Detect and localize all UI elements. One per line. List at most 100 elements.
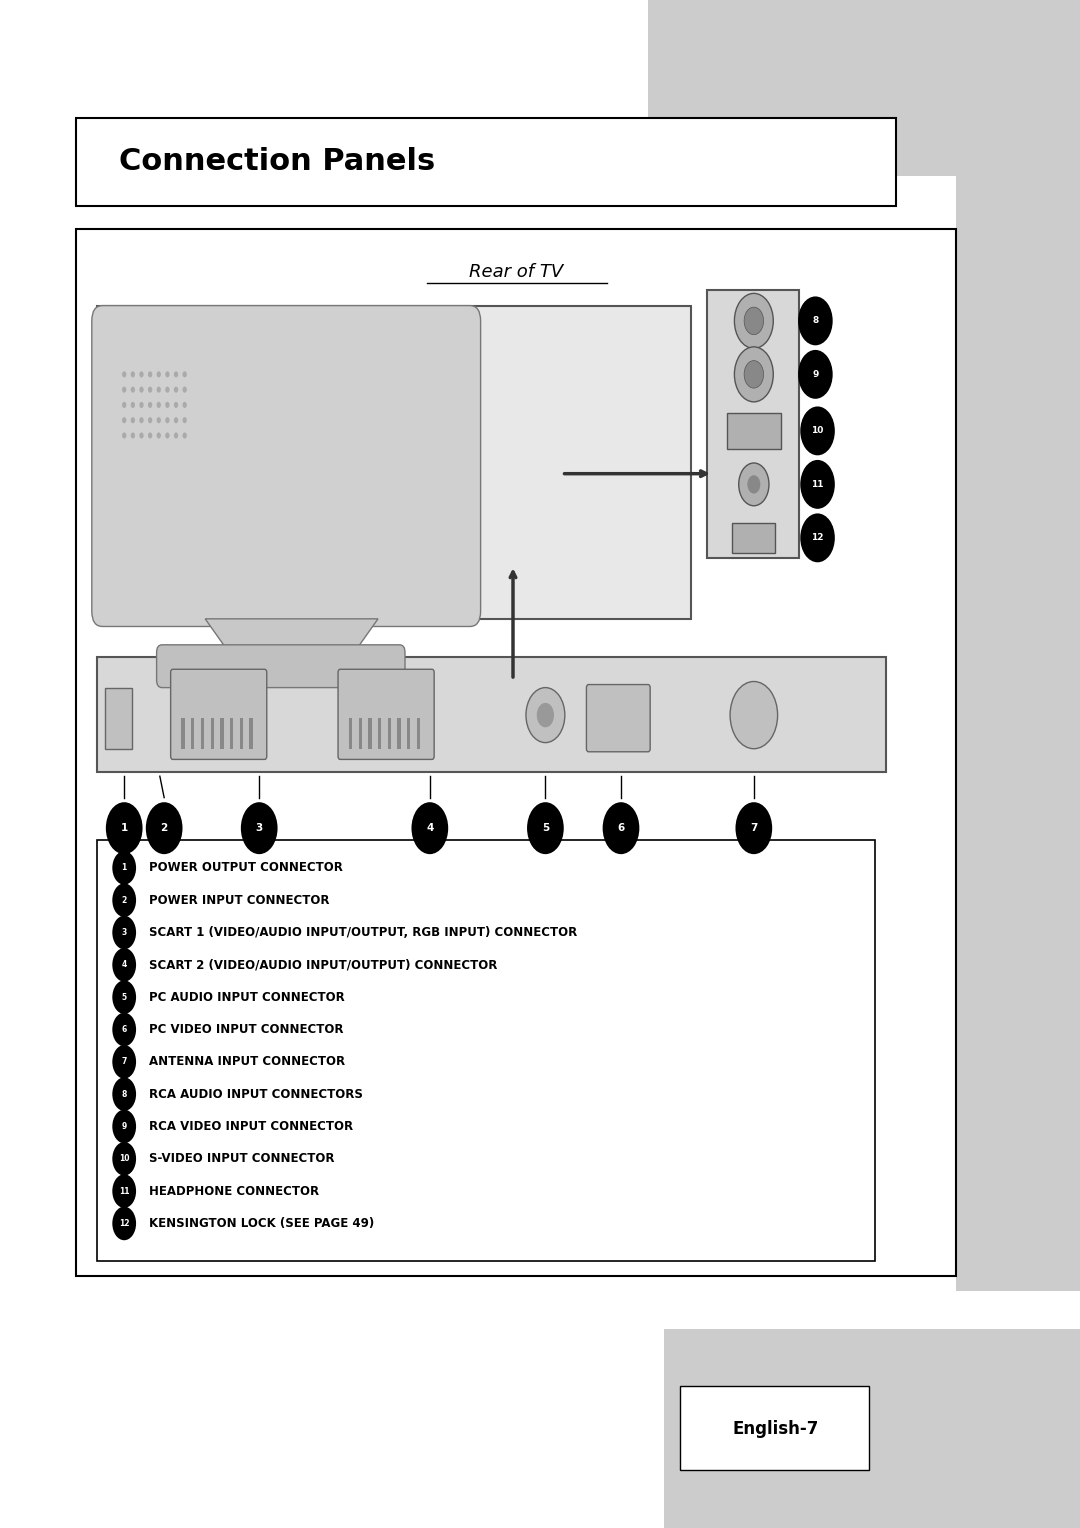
FancyBboxPatch shape: [157, 645, 405, 688]
Circle shape: [139, 432, 144, 439]
Bar: [191, 718, 194, 749]
Text: 3: 3: [122, 927, 126, 937]
Text: 5: 5: [542, 824, 549, 833]
Circle shape: [122, 402, 126, 408]
Text: 10: 10: [811, 426, 824, 435]
Circle shape: [603, 802, 639, 854]
Circle shape: [798, 350, 833, 399]
Circle shape: [131, 432, 135, 439]
Bar: [388, 718, 391, 749]
Text: RCA VIDEO INPUT CONNECTOR: RCA VIDEO INPUT CONNECTOR: [149, 1120, 353, 1132]
Text: SCART 2 (VIDEO/AUDIO INPUT/OUTPUT) CONNECTOR: SCART 2 (VIDEO/AUDIO INPUT/OUTPUT) CONNE…: [149, 958, 498, 972]
Circle shape: [527, 802, 564, 854]
Bar: [220, 718, 224, 749]
Circle shape: [165, 432, 170, 439]
FancyBboxPatch shape: [338, 669, 434, 759]
Circle shape: [112, 1077, 136, 1111]
Text: 11: 11: [119, 1187, 130, 1195]
Text: SCART 1 (VIDEO/AUDIO INPUT/OUTPUT, RGB INPUT) CONNECTOR: SCART 1 (VIDEO/AUDIO INPUT/OUTPUT, RGB I…: [149, 926, 578, 940]
Circle shape: [112, 1109, 136, 1143]
Circle shape: [734, 347, 773, 402]
Bar: [349, 718, 352, 749]
Circle shape: [800, 406, 835, 455]
Bar: [105, 688, 132, 749]
Bar: [397, 718, 401, 749]
Circle shape: [131, 371, 135, 377]
Bar: [76, 118, 896, 206]
Circle shape: [411, 802, 448, 854]
Text: Rear of TV: Rear of TV: [469, 263, 564, 281]
Text: S-VIDEO INPUT CONNECTOR: S-VIDEO INPUT CONNECTOR: [149, 1152, 335, 1166]
Text: 8: 8: [122, 1089, 126, 1099]
FancyBboxPatch shape: [171, 669, 267, 759]
Bar: [727, 413, 781, 449]
Text: POWER OUTPUT CONNECTOR: POWER OUTPUT CONNECTOR: [149, 862, 343, 874]
Text: 1: 1: [122, 863, 126, 872]
Circle shape: [526, 688, 565, 743]
Circle shape: [739, 463, 769, 506]
Circle shape: [148, 402, 152, 408]
Circle shape: [131, 387, 135, 393]
Bar: [240, 718, 243, 749]
Bar: [76, 229, 956, 1276]
Text: 4: 4: [122, 960, 126, 969]
Circle shape: [112, 1175, 136, 1209]
Circle shape: [112, 1141, 136, 1175]
Circle shape: [798, 296, 833, 345]
Bar: [249, 718, 253, 749]
Text: 1: 1: [121, 824, 127, 833]
Text: 12: 12: [811, 533, 824, 542]
Bar: [359, 718, 362, 749]
Bar: [97, 657, 886, 772]
Text: POWER INPUT CONNECTOR: POWER INPUT CONNECTOR: [149, 894, 329, 906]
Bar: [680, 1386, 869, 1470]
Circle shape: [744, 361, 764, 388]
Circle shape: [112, 1013, 136, 1047]
Circle shape: [148, 371, 152, 377]
Circle shape: [183, 417, 187, 423]
Circle shape: [165, 402, 170, 408]
Circle shape: [745, 703, 762, 727]
Text: 6: 6: [122, 1025, 126, 1034]
Circle shape: [148, 432, 152, 439]
Text: 7: 7: [751, 824, 757, 833]
Circle shape: [157, 371, 161, 377]
Circle shape: [131, 417, 135, 423]
Text: ANTENNA INPUT CONNECTOR: ANTENNA INPUT CONNECTOR: [149, 1056, 346, 1068]
Text: 10: 10: [119, 1154, 130, 1163]
Circle shape: [183, 402, 187, 408]
Circle shape: [139, 417, 144, 423]
Bar: [956, 176, 1080, 1291]
Circle shape: [174, 432, 178, 439]
Circle shape: [800, 513, 835, 562]
Circle shape: [537, 703, 554, 727]
Bar: [97, 840, 875, 1261]
Polygon shape: [205, 619, 378, 665]
Circle shape: [112, 915, 136, 949]
Bar: [407, 718, 410, 749]
Circle shape: [148, 387, 152, 393]
Circle shape: [148, 417, 152, 423]
Circle shape: [734, 293, 773, 348]
Circle shape: [744, 307, 764, 335]
Circle shape: [131, 402, 135, 408]
Circle shape: [165, 417, 170, 423]
Circle shape: [122, 387, 126, 393]
FancyBboxPatch shape: [586, 685, 650, 752]
Text: 4: 4: [427, 824, 433, 833]
Circle shape: [735, 802, 772, 854]
Bar: [378, 718, 381, 749]
Circle shape: [747, 475, 760, 494]
Bar: [417, 718, 420, 749]
Circle shape: [139, 402, 144, 408]
Text: Connection Panels: Connection Panels: [119, 148, 435, 176]
Bar: [230, 718, 233, 749]
Circle shape: [730, 681, 778, 749]
Circle shape: [122, 432, 126, 439]
Text: 8: 8: [812, 316, 819, 325]
Circle shape: [174, 387, 178, 393]
Text: 6: 6: [618, 824, 624, 833]
Circle shape: [183, 432, 187, 439]
Circle shape: [241, 802, 278, 854]
Text: 9: 9: [122, 1122, 126, 1131]
